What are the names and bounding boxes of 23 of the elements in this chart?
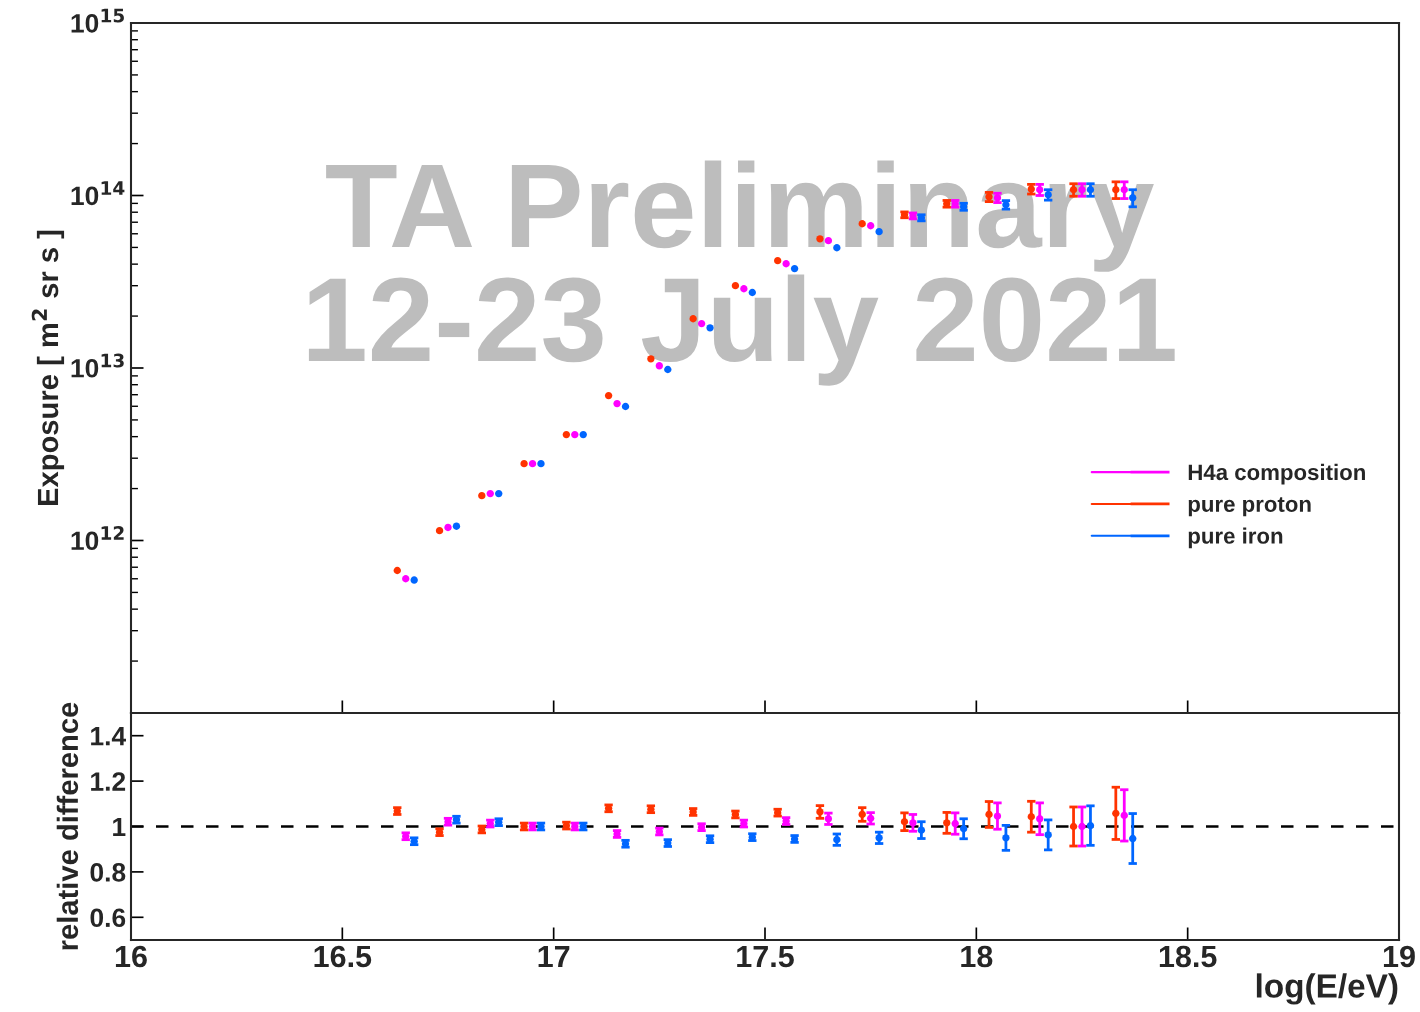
y-tick-label: 1 <box>113 817 126 837</box>
legend-label: H4a composition <box>1188 463 1365 485</box>
y-tick-label: 10$^{14}$ <box>71 181 125 206</box>
x-tick-label: 17.5 <box>737 945 794 968</box>
y-tick-label: 10$^{13}$ <box>71 353 124 378</box>
annotation: 12-23 July 2021 <box>308 274 1175 386</box>
y-tick-label: 0.8 <box>90 863 126 882</box>
legend-label: pure proton <box>1188 497 1311 517</box>
x-tick-label: 16.5 <box>314 945 372 968</box>
x-tick-label: 19 <box>1383 945 1415 968</box>
y-axis-title: relative difference <box>56 702 79 950</box>
legend-label: pure iron <box>1188 527 1283 549</box>
x-tick-label: 18.5 <box>1159 945 1217 968</box>
x-tick-label: 17 <box>538 945 570 967</box>
y-tick-label: 10$^{15}$ <box>71 8 124 33</box>
y-tick-label: 10$^{12}$ <box>71 526 124 551</box>
y-tick-label: 0.6 <box>90 908 126 928</box>
x-tick-label: 18 <box>961 945 993 968</box>
x-tick-label: 16 <box>115 945 147 968</box>
y-tick-label: 1.2 <box>91 772 126 791</box>
y-tick-label: 1.4 <box>91 727 126 746</box>
x-axis-title: log(E/eV) <box>1256 973 1398 1005</box>
y-axis-title: Exposure [ m$^{2}$ sr s ] <box>31 230 65 506</box>
